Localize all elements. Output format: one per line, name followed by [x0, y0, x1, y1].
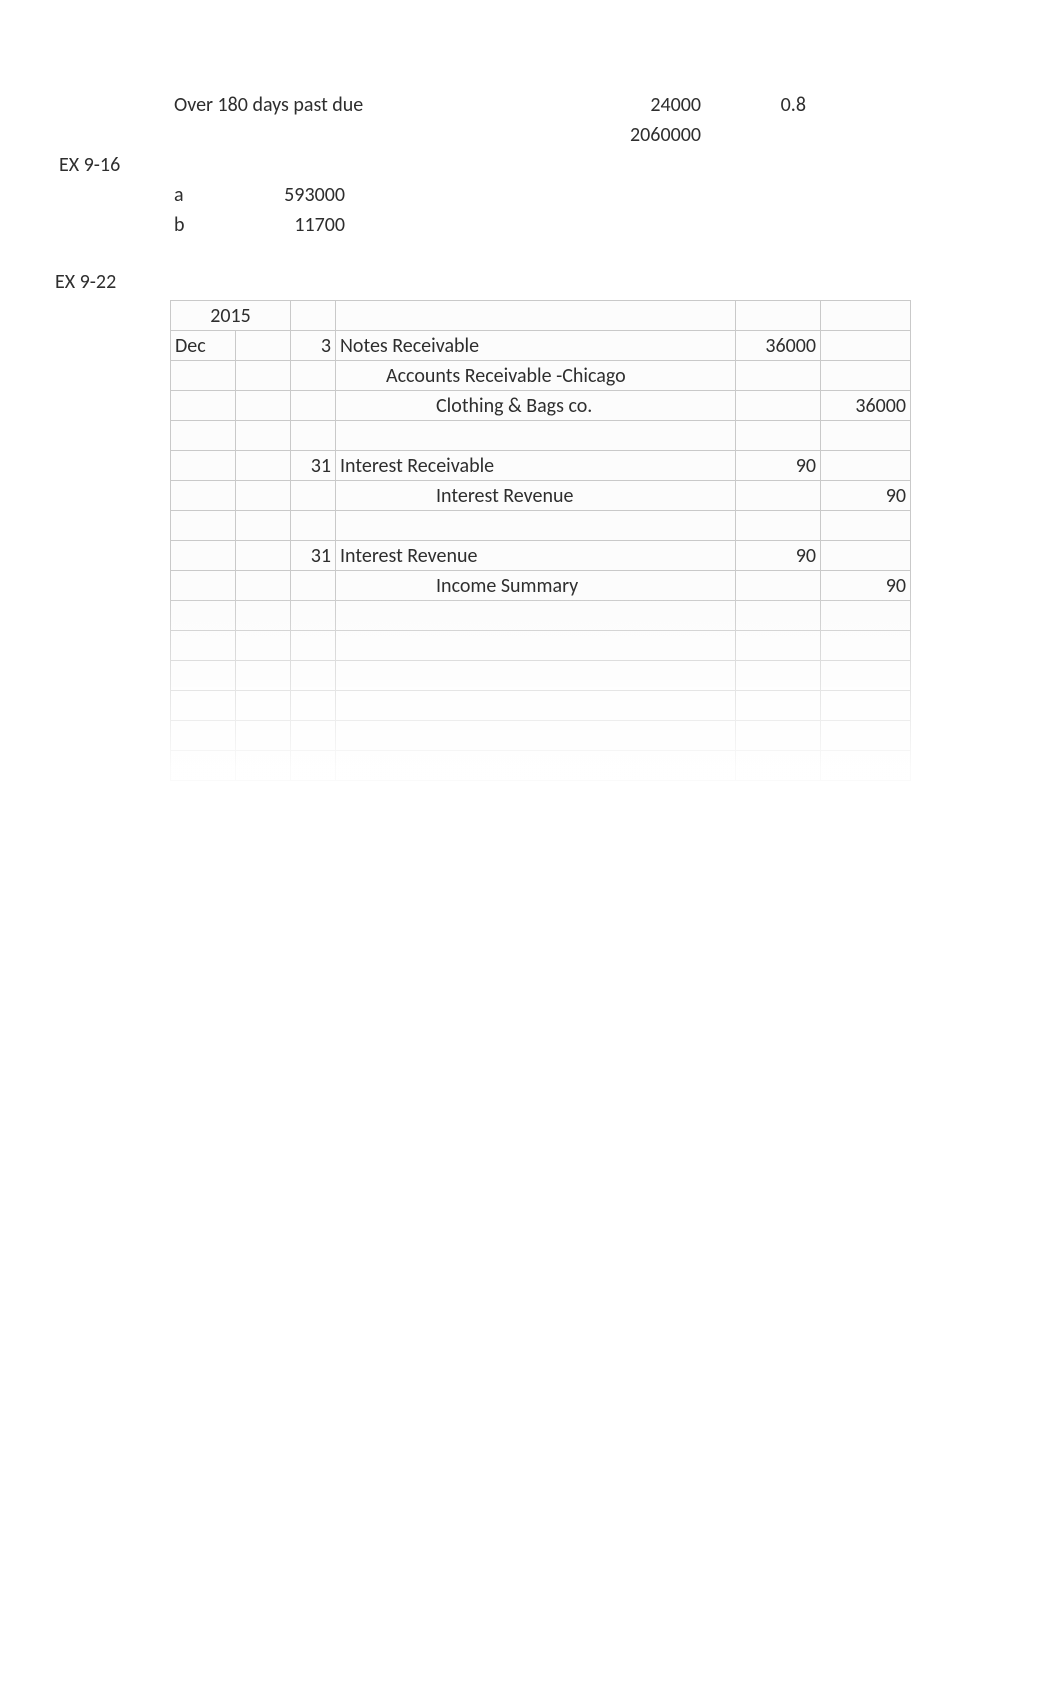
cell-desc: Clothing & Bags co. — [336, 391, 736, 421]
top-label: Over 180 days past due — [170, 90, 545, 120]
cell-desc: Interest Receivable — [336, 451, 736, 481]
ex916-row-a: a 593000 — [55, 180, 810, 210]
cell-month: Dec — [171, 331, 236, 361]
top-summary-table: Over 180 days past due 24000 0.8 2060000… — [55, 90, 810, 240]
table-row: Income Summary 90 — [171, 571, 911, 601]
table-row: 31 Interest Revenue 90 — [171, 541, 911, 571]
ex922-heading: EX 9-22 — [55, 270, 1062, 294]
top-rate: 0.8 — [705, 90, 810, 120]
document-page: Over 180 days past due 24000 0.8 2060000… — [0, 0, 1062, 1686]
cell-desc: Interest Revenue — [336, 541, 736, 571]
cell-credit — [821, 331, 911, 361]
table-row: Accounts Receivable -Chicago — [171, 361, 911, 391]
ex916-heading: EX 9-16 — [55, 150, 170, 180]
cell-day: 31 — [291, 541, 336, 571]
table-row: ​​​​ — [171, 661, 911, 691]
ledger-table: 2015 Dec 3 Notes Receivable 36000 Accoun… — [170, 300, 911, 781]
ex916-val-b: 11700 — [220, 210, 545, 240]
ex916-val-a: 593000 — [220, 180, 545, 210]
table-row: Dec 3 Notes Receivable 36000 — [171, 331, 911, 361]
cell-desc: Interest Revenue — [336, 481, 736, 511]
table-row: ​​ — [171, 691, 911, 721]
cell-desc: Notes Receivable — [336, 331, 736, 361]
top-amount: 24000 — [545, 90, 705, 120]
cell-day: 3 — [291, 331, 336, 361]
table-row: ​​ — [171, 751, 911, 781]
table-row: Clothing & Bags co. 36000 — [171, 391, 911, 421]
table-row: 31 Interest Receivable 90 — [171, 451, 911, 481]
ledger-year-row: 2015 — [171, 301, 911, 331]
table-row: ​​ — [171, 721, 911, 751]
ledger-year: 2015 — [171, 301, 291, 331]
top-total: 2060000 — [545, 120, 705, 150]
cell-day: 31 — [291, 451, 336, 481]
cell-desc: Income Summary — [336, 571, 736, 601]
ex916-key-a: a — [170, 180, 220, 210]
table-row: ​ — [171, 631, 911, 661]
table-row: Interest Revenue 90 — [171, 481, 911, 511]
table-row — [171, 421, 911, 451]
cell-debit: 36000 — [736, 331, 821, 361]
ex916-key-b: b — [170, 210, 220, 240]
table-row — [171, 601, 911, 631]
ex916-row-b: b 11700 — [55, 210, 810, 240]
table-row — [171, 511, 911, 541]
top-row-1: Over 180 days past due 24000 0.8 — [55, 90, 810, 120]
cell-desc: Accounts Receivable -Chicago — [336, 361, 736, 391]
ex916-heading-row: EX 9-16 — [55, 150, 810, 180]
top-row-2: 2060000 — [55, 120, 810, 150]
